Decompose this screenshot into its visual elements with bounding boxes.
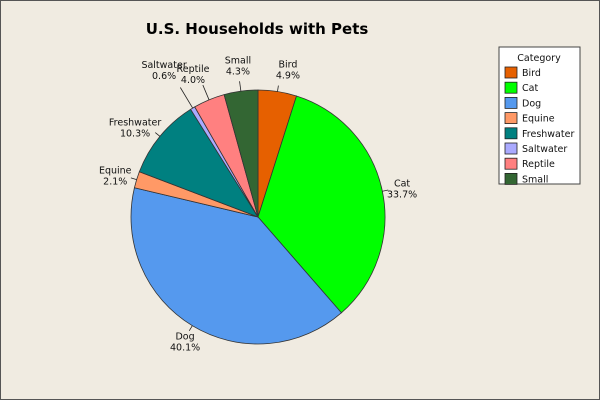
slice-value-bird: 4.9%	[276, 71, 300, 82]
slice-label-dog: Dog	[175, 332, 194, 343]
legend-swatch-cat	[504, 81, 518, 94]
legend-label-small: Small	[522, 174, 548, 185]
pie-slice-dog	[130, 187, 342, 345]
slice-label-cat: Cat	[394, 178, 410, 189]
legend-label-freshwater: Freshwater	[522, 129, 574, 140]
legend-label-cat: Cat	[522, 83, 538, 94]
legend-swatch-saltwater	[504, 142, 518, 155]
slice-label-bird: Bird	[278, 60, 297, 71]
legend-swatch-bird	[504, 66, 518, 79]
slice-value-small: 4.3%	[226, 66, 250, 77]
slice-label-freshwater: Freshwater	[109, 117, 161, 128]
leader-line-saltwater	[179, 87, 194, 109]
leader-line-bird	[277, 85, 279, 92]
chart-title: U.S. Households with Pets	[146, 20, 369, 38]
slice-label-saltwater: Saltwater	[141, 60, 186, 71]
legend-swatch-equine	[504, 112, 518, 124]
slice-value-dog: 40.1%	[170, 343, 200, 354]
slice-value-freshwater: 10.3%	[120, 128, 150, 139]
legend-title: Category	[517, 53, 561, 64]
slice-value-reptile: 4.0%	[181, 75, 205, 86]
leader-line-cat	[382, 189, 389, 192]
leader-line-equine	[130, 177, 137, 181]
legend-swatch-freshwater	[504, 127, 518, 140]
leader-line-freshwater	[155, 132, 161, 137]
pie-slices	[130, 89, 386, 345]
legend: Category Bird Cat Dog Equine Freshwater Saltw…	[498, 46, 581, 185]
legend-label-bird: Bird	[522, 68, 541, 79]
legend-label-equine: Equine	[522, 114, 555, 125]
legend-label-reptile: Reptile	[522, 159, 555, 170]
leader-line-dog	[188, 325, 193, 332]
leader-line-reptile	[202, 84, 210, 100]
legend-swatch-reptile	[504, 157, 518, 170]
legend-swatch-dog	[504, 97, 518, 109]
slice-value-cat: 33.7%	[387, 189, 417, 200]
slice-value-equine: 2.1%	[103, 177, 127, 188]
legend-items: Bird Cat Dog Equine Freshwater Saltwater Repti…	[504, 66, 574, 185]
legend-swatch-small	[504, 172, 518, 185]
slice-value-saltwater: 0.6%	[152, 71, 176, 82]
slice-label-reptile: Reptile	[177, 64, 210, 75]
leader-line-small	[239, 81, 242, 92]
slice-label-equine: Equine	[99, 166, 132, 177]
legend-label-dog: Dog	[522, 98, 541, 109]
pie-slice-freshwater	[138, 108, 259, 218]
pie-slice-cat	[257, 95, 386, 314]
legend-label-saltwater: Saltwater	[522, 144, 567, 155]
slice-label-small: Small	[225, 55, 251, 66]
